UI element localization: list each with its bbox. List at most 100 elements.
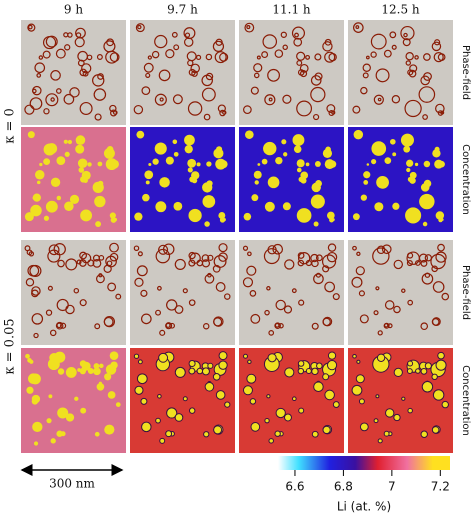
particle xyxy=(377,330,383,336)
particle xyxy=(393,367,403,378)
particle xyxy=(218,351,228,361)
particle xyxy=(95,221,102,228)
particle xyxy=(263,248,280,265)
particle xyxy=(365,55,370,60)
particle xyxy=(356,251,361,256)
particle xyxy=(432,389,445,401)
particle xyxy=(351,384,363,396)
particle xyxy=(202,323,210,330)
particle xyxy=(314,72,323,81)
particle xyxy=(328,52,337,62)
particle xyxy=(87,368,94,375)
particle xyxy=(94,113,102,121)
particle xyxy=(407,407,413,414)
particle xyxy=(274,49,284,58)
particle xyxy=(253,170,262,179)
particle xyxy=(310,194,325,209)
particle xyxy=(263,141,277,156)
particle xyxy=(293,145,302,153)
particle xyxy=(49,329,57,337)
particle xyxy=(275,407,286,419)
particle xyxy=(45,35,58,48)
particle xyxy=(363,180,369,185)
panel-type-label: Concentration xyxy=(460,365,471,436)
particle xyxy=(187,158,197,168)
particle xyxy=(109,52,120,63)
particle xyxy=(154,34,168,49)
particle xyxy=(31,289,39,298)
particle xyxy=(42,35,57,50)
particle xyxy=(360,86,368,95)
panel-bg xyxy=(130,20,235,125)
particle xyxy=(305,54,311,60)
particle xyxy=(205,72,214,81)
particle xyxy=(77,59,85,67)
particle xyxy=(75,144,85,154)
particle xyxy=(43,143,56,156)
particle xyxy=(33,332,39,339)
particle xyxy=(322,425,331,435)
particle xyxy=(218,252,228,262)
particle xyxy=(324,281,336,293)
column-header: 9 h xyxy=(64,3,83,17)
particle xyxy=(355,266,365,276)
particle xyxy=(314,161,321,167)
particle xyxy=(28,24,33,30)
particle xyxy=(375,286,380,291)
particle xyxy=(173,151,179,157)
particle xyxy=(257,163,261,166)
particle xyxy=(414,260,421,266)
particle xyxy=(29,359,34,364)
particle xyxy=(156,285,162,291)
particle xyxy=(433,52,444,63)
particle xyxy=(81,170,91,180)
particle xyxy=(39,162,43,167)
particle xyxy=(28,251,35,257)
particle xyxy=(372,247,390,265)
particle xyxy=(296,51,306,61)
particle xyxy=(32,421,43,433)
particle xyxy=(92,258,102,268)
particle xyxy=(158,69,171,82)
particle xyxy=(201,367,210,376)
particle xyxy=(206,161,212,167)
particle xyxy=(432,281,445,293)
particle xyxy=(109,351,119,360)
particle xyxy=(315,180,322,187)
particle xyxy=(352,213,360,221)
particle xyxy=(184,134,195,146)
particle xyxy=(352,105,361,114)
panel-bg xyxy=(239,127,344,232)
particle xyxy=(389,31,397,39)
particle xyxy=(390,138,396,145)
panel-type-label: Phase-field xyxy=(460,45,471,100)
particle xyxy=(141,421,152,433)
particle xyxy=(423,72,432,81)
particle xyxy=(218,360,228,370)
particle xyxy=(393,305,401,314)
particle xyxy=(45,93,59,107)
particle xyxy=(79,367,87,375)
particle xyxy=(57,368,65,375)
particle xyxy=(274,322,281,330)
particle xyxy=(31,88,37,94)
particle xyxy=(182,288,188,294)
particle xyxy=(421,272,434,285)
particle xyxy=(35,169,45,180)
particle xyxy=(291,288,297,294)
particle xyxy=(246,265,257,276)
particle xyxy=(109,212,116,219)
particle xyxy=(135,23,145,33)
particle xyxy=(187,59,194,67)
particle xyxy=(32,196,37,200)
particle xyxy=(267,245,277,255)
panel xyxy=(348,127,453,232)
particle xyxy=(43,108,50,115)
particle xyxy=(437,351,445,360)
particle xyxy=(424,254,433,262)
particle xyxy=(261,51,269,59)
particle xyxy=(140,313,152,325)
panel-bg xyxy=(348,127,453,232)
particle xyxy=(201,87,216,102)
